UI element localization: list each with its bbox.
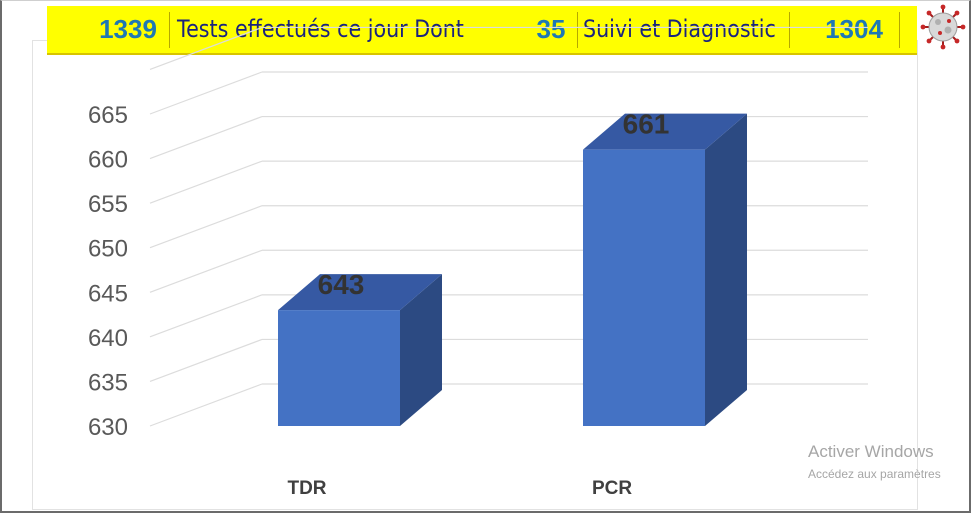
banner-separator bbox=[899, 12, 900, 48]
y-tick-label: 645 bbox=[88, 280, 128, 307]
y-tick-label: 640 bbox=[88, 325, 128, 352]
diagnostic-count: 1304 bbox=[825, 14, 883, 44]
daily-tests-banner: 1339 Tests effectués ce jour Dont 35 Sui… bbox=[47, 6, 917, 55]
gridline-wall bbox=[149, 294, 263, 338]
y-tick-label: 630 bbox=[88, 414, 128, 441]
banner-separator bbox=[169, 12, 170, 48]
y-tick-label: 655 bbox=[88, 191, 128, 218]
bar-tdr bbox=[278, 274, 442, 426]
banner-separator bbox=[577, 12, 578, 48]
bar-top-face bbox=[278, 274, 442, 311]
bars: 643 661 bbox=[278, 109, 747, 427]
y-tick-label: 665 bbox=[88, 102, 128, 129]
data-label: 643 bbox=[318, 269, 365, 300]
followup-count: 35 bbox=[536, 14, 566, 44]
x-tick-label: PCR bbox=[592, 478, 632, 499]
banner-separator bbox=[789, 12, 790, 48]
bar-side-face bbox=[705, 113, 747, 427]
followup-label: Suivi et Diagnostic bbox=[583, 15, 776, 43]
gridline-wall bbox=[149, 26, 263, 70]
bar-side-face bbox=[400, 274, 442, 426]
y-tick-label: 650 bbox=[88, 236, 128, 263]
x-axis-ticks: TDR PCR bbox=[287, 478, 632, 499]
y-tick-label: 660 bbox=[88, 147, 128, 174]
gridline-wall bbox=[149, 249, 263, 293]
gridlines bbox=[149, 26, 868, 427]
gridline-wall bbox=[149, 383, 263, 427]
bar-front-face bbox=[278, 310, 400, 426]
activate-windows-subtitle: Accédez aux paramètres bbox=[808, 467, 941, 481]
y-tick-label: 635 bbox=[88, 369, 128, 396]
x-tick-label: TDR bbox=[287, 478, 326, 499]
gridline-wall bbox=[149, 116, 263, 160]
gridline-wall bbox=[149, 338, 263, 382]
tests-label: Tests effectués ce jour Dont bbox=[177, 15, 464, 43]
gridline-wall bbox=[149, 71, 263, 115]
y-axis-ticks: 630 635 640 645 650 655 660 665 bbox=[88, 102, 128, 441]
total-tests-count: 1339 bbox=[99, 14, 157, 44]
activate-windows-title: Activer Windows bbox=[808, 442, 934, 461]
gridline-wall bbox=[149, 205, 263, 249]
coronavirus-icon bbox=[920, 4, 966, 50]
bar-pcr bbox=[583, 113, 747, 427]
bar-front-face bbox=[583, 149, 705, 426]
bar-top-face bbox=[583, 113, 747, 150]
data-label: 661 bbox=[623, 109, 670, 140]
gridline-wall bbox=[149, 160, 263, 204]
